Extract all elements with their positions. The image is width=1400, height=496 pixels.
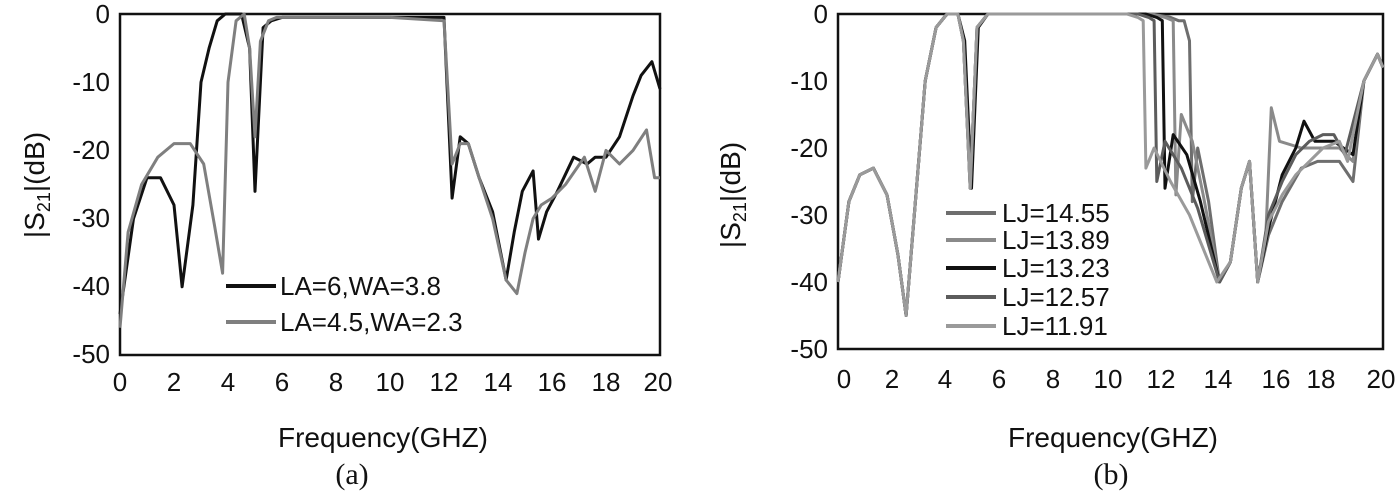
panel-b-ytick-labels: 0 -10 -20 -30 -40 -50: [790, 0, 828, 364]
legend-label: LJ=14.55: [1002, 198, 1110, 228]
panel-b: 0 -10 -20 -30 -40 -50 0 2 4 6 8 10 12 14…: [715, 0, 1395, 491]
legend-label: LA=6,WA=3.8: [280, 271, 441, 301]
panel-a-ytick-label: -50: [72, 339, 110, 369]
panel-b-ytick-label: -10: [790, 66, 828, 96]
panel-b-plot-frame: [836, 12, 1385, 351]
panel-a-xtick-label: 16: [538, 367, 567, 397]
panel-a-caption: (a): [335, 458, 368, 491]
panel-a-ytick-label: -30: [72, 203, 110, 233]
panel-a-xtick-labels: 0 2 4 6 8 10 12 14 16 18 20: [113, 367, 673, 397]
panel-b-xtick-label: 8: [1046, 364, 1060, 394]
panel-b-xtick-label: 2: [885, 364, 899, 394]
panel-b-legend: LJ=14.55 LJ=13.89 LJ=13.23 LJ=12.57 LJ=1…: [946, 198, 1110, 341]
panel-b-series-line-5: [836, 12, 1385, 317]
panel-b-ytick-label: -30: [790, 200, 828, 230]
panel-b-x-axis-label: Frequency(GHZ): [1008, 422, 1218, 453]
legend-label: LJ=13.23: [1002, 253, 1110, 283]
panel-b-y-axis-label: |S21|(dB): [715, 142, 750, 248]
panel-a-xtick-label: 6: [275, 367, 289, 397]
panel-b-xtick-label: 6: [992, 364, 1006, 394]
panel-a-xtick-label: 10: [376, 367, 405, 397]
legend-label: LJ=12.57: [1002, 282, 1110, 312]
panel-b-xtick-label: 20: [1367, 364, 1396, 394]
panel-a-plot-frame: [118, 12, 662, 357]
panel-a-legend: LA=6,WA=3.8 LA=4.5,WA=2.3: [226, 271, 463, 337]
panel-b-ytick-label: 0: [814, 0, 828, 29]
legend-label: LA=4.5,WA=2.3: [280, 307, 463, 337]
panel-a-xtick-label: 18: [592, 367, 621, 397]
panel-a-series-line-2: [118, 12, 660, 328]
panel-a-xtick-label: 2: [167, 367, 181, 397]
panel-b-caption: (b): [1094, 458, 1129, 491]
panel-a-xtick-label: 14: [484, 367, 513, 397]
panel-a-ytick-label: -40: [72, 271, 110, 301]
panel-a-ytick-label: -10: [72, 67, 110, 97]
panel-b-ytick-label: -40: [790, 267, 828, 297]
panel-a-ytick-labels: 0 -10 -20 -30 -40 -50: [72, 0, 110, 369]
panel-a: 0 -10 -20 -30 -40 -50 0 2 4 6 8 10 12 14…: [19, 0, 672, 491]
panel-a-ytick-label: 0: [96, 0, 110, 29]
panel-a-y-axis-label: |S21|(dB): [19, 132, 54, 238]
panel-a-xtick-label: 8: [329, 367, 343, 397]
panel-b-xtick-label: 14: [1204, 364, 1233, 394]
panel-a-series-group: [118, 12, 662, 328]
panel-b-xtick-label: 18: [1307, 364, 1336, 394]
panel-b-xtick-label: 16: [1262, 364, 1291, 394]
legend-label: LJ=13.89: [1002, 225, 1110, 255]
panel-a-ytick-label: -20: [72, 135, 110, 165]
panel-b-ytick-label: -20: [790, 133, 828, 163]
panel-a-xtick-label: 0: [113, 367, 127, 397]
panel-a-xtick-label: 4: [221, 367, 235, 397]
panel-b-xtick-labels: 0 2 4 6 8 10 12 14 16 18 20: [837, 364, 1396, 394]
panel-b-xtick-label: 0: [837, 364, 851, 394]
panel-b-xtick-label: 12: [1147, 364, 1176, 394]
panel-b-xtick-label: 10: [1094, 364, 1123, 394]
panel-a-x-axis-label: Frequency(GHZ): [278, 422, 488, 453]
panel-a-xtick-label: 20: [644, 367, 673, 397]
panel-a-xtick-label: 12: [430, 367, 459, 397]
panel-b-ytick-label: -50: [790, 334, 828, 364]
legend-label: LJ=11.91: [1002, 311, 1108, 341]
panel-b-xtick-label: 4: [938, 364, 952, 394]
panel-b-series-group: [836, 12, 1385, 317]
